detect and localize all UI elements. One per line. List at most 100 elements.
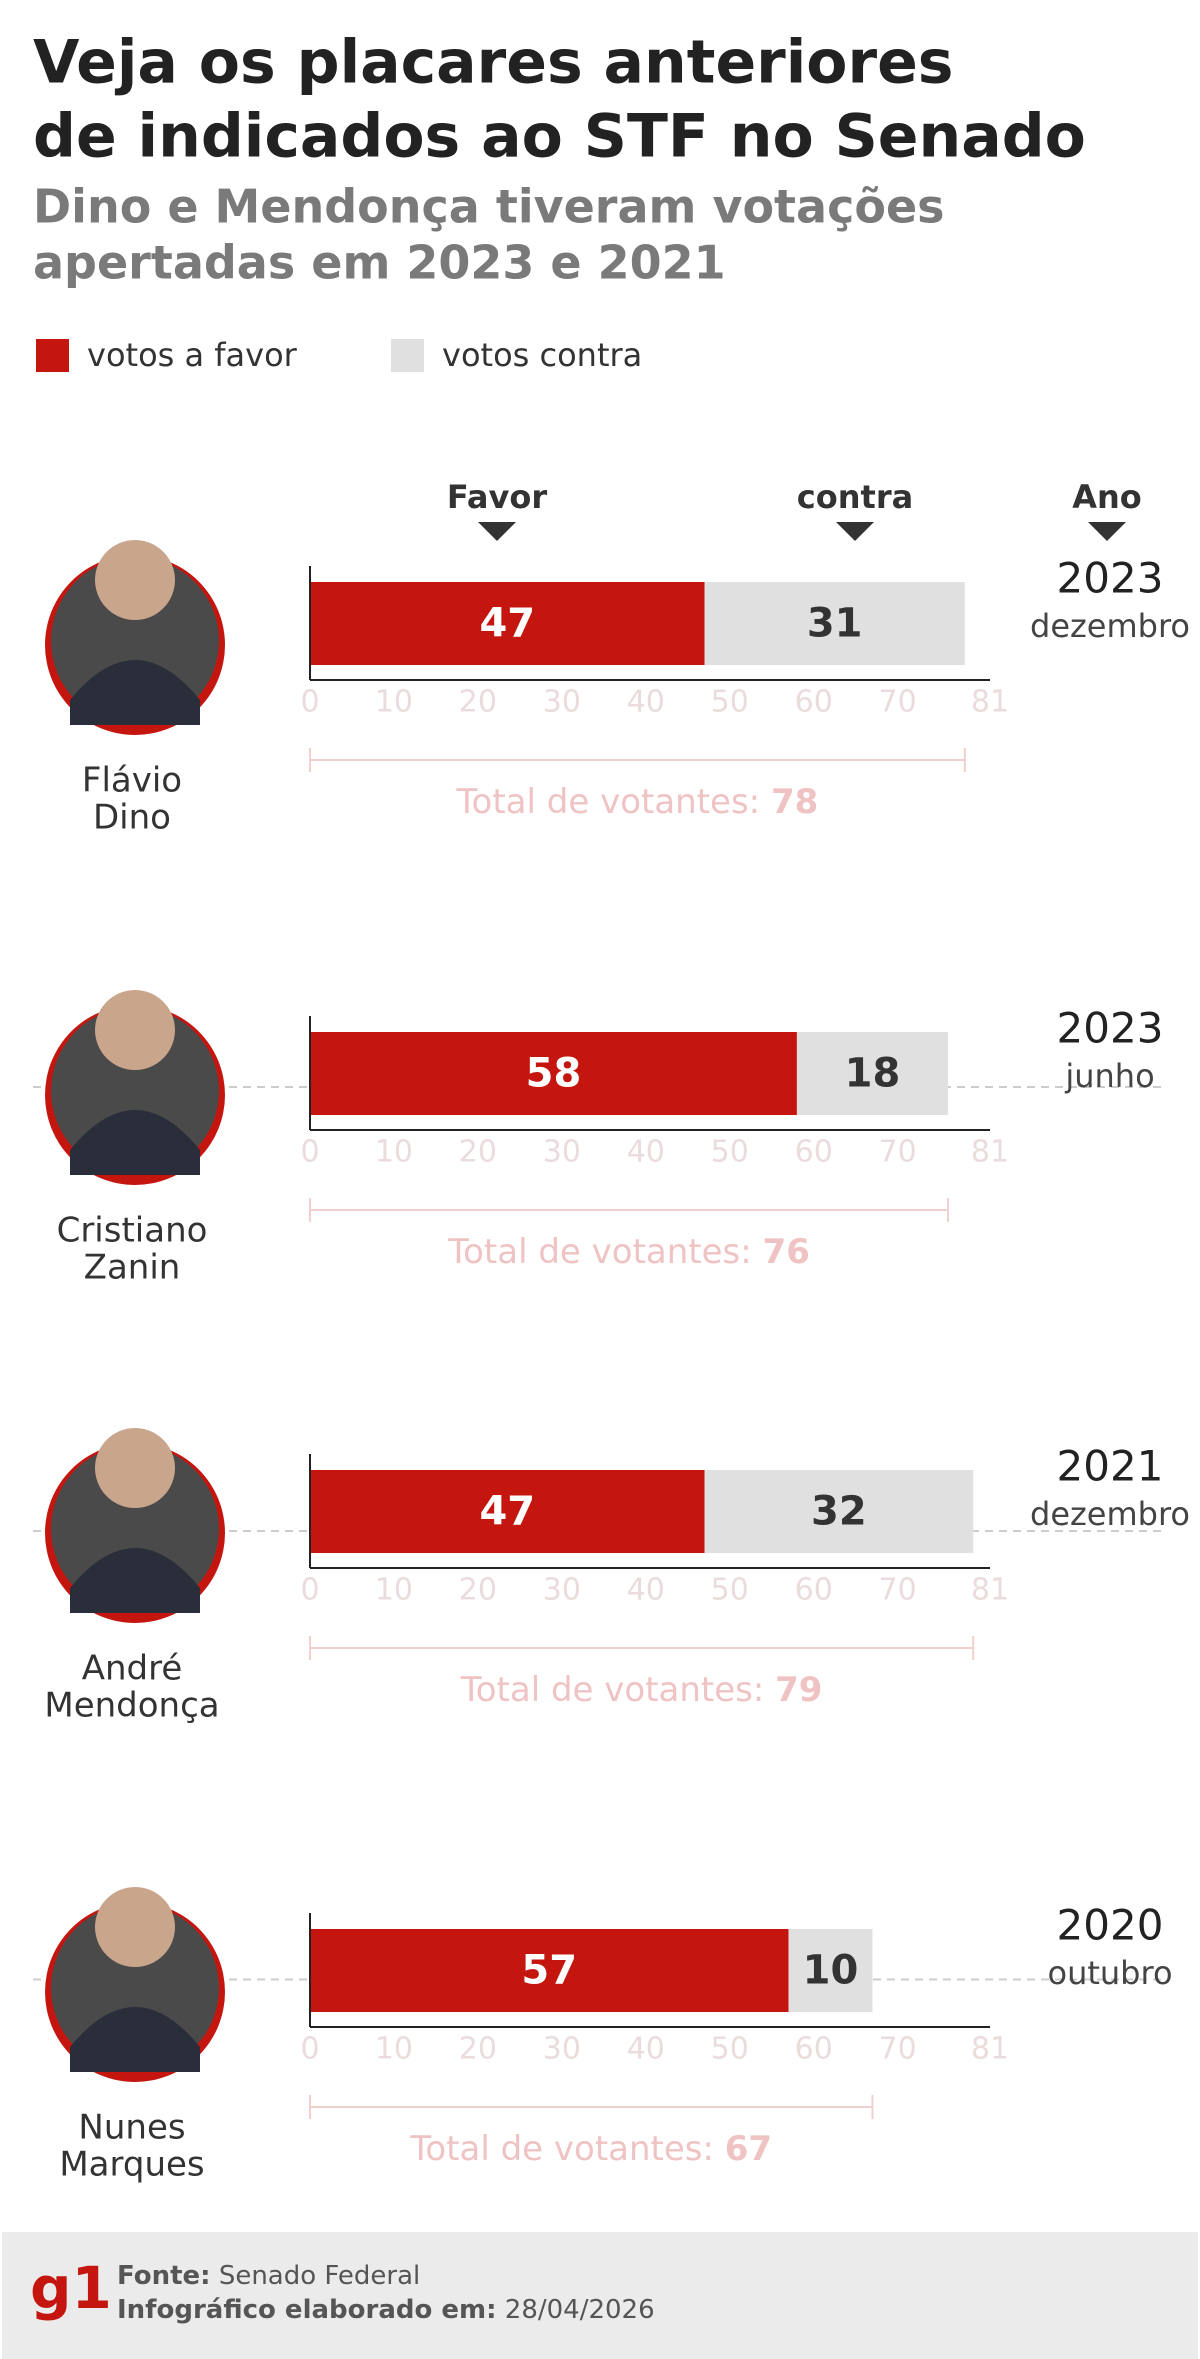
x-tick-label: 81: [971, 1135, 1009, 1170]
value-label: 10: [803, 1948, 859, 1994]
photo-head: [95, 990, 175, 1070]
total-label: Total de votantes:: [447, 1232, 752, 1272]
x-tick-label: 10: [375, 685, 413, 720]
logo: g1: [30, 2254, 112, 2322]
value-label: 58: [526, 1051, 582, 1097]
month: outubro: [1047, 1954, 1172, 1992]
x-tick-label: 60: [795, 2032, 833, 2067]
subtitle: apertadas em 2023 e 2021: [33, 236, 726, 290]
month: junho: [1064, 1057, 1154, 1095]
legend-label: votos contra: [442, 336, 642, 374]
x-tick-label: 0: [300, 1573, 319, 1608]
total-text: Total de votantes: 78: [456, 782, 819, 822]
total-text: Total de votantes: 67: [409, 2129, 772, 2169]
value-label: 47: [479, 601, 535, 647]
total-label: Total de votantes:: [456, 782, 761, 822]
total-bracket: [309, 1198, 950, 1222]
nominee-name: André: [82, 1649, 183, 1689]
x-tick-label: 30: [543, 2032, 581, 2067]
bar-segment: [704, 582, 965, 665]
legend-swatch: [36, 339, 69, 372]
bar-segment: [788, 1929, 873, 2012]
header-arrow: [836, 522, 874, 541]
x-tick-label: 70: [879, 2032, 917, 2067]
year: 2021: [1057, 1442, 1164, 1491]
x-tick-label: 0: [300, 685, 319, 720]
x-tick-label: 60: [795, 1135, 833, 1170]
total-value: 79: [775, 1670, 822, 1710]
bar-segment: [310, 1929, 789, 2012]
date: 28/04/2026: [505, 2295, 655, 2325]
x-tick-label: 0: [300, 2032, 319, 2067]
x-tick-label: 70: [879, 1573, 917, 1608]
total-bracket: [309, 2095, 874, 2119]
total-value: 78: [771, 782, 818, 822]
photo-body: [70, 2007, 200, 2072]
photo-body: [70, 1548, 200, 1613]
photo-head: [95, 540, 175, 620]
footer-band: [2, 2232, 1198, 2359]
bar-segment: [704, 1470, 974, 1553]
x-tick-label: 10: [375, 1573, 413, 1608]
x-tick-label: 20: [459, 2032, 497, 2067]
x-tick-label: 20: [459, 1135, 497, 1170]
column-header: contra: [797, 478, 913, 516]
source-label: Fonte:: [117, 2261, 211, 2291]
x-tick-label: 40: [627, 1135, 665, 1170]
x-tick-label: 40: [627, 1573, 665, 1608]
nominee-name: Mendonça: [44, 1686, 219, 1726]
total-value: 76: [763, 1232, 810, 1272]
nominee-name: Zanin: [84, 1248, 181, 1288]
total-label: Total de votantes:: [460, 1670, 765, 1710]
year: 2023: [1057, 554, 1164, 603]
x-tick-label: 30: [543, 685, 581, 720]
bar-segment: [796, 1032, 949, 1115]
x-tick-label: 50: [711, 1573, 749, 1608]
x-tick-label: 50: [711, 685, 749, 720]
month: dezembro: [1030, 607, 1190, 645]
column-header: Favor: [447, 478, 547, 516]
x-tick-label: 81: [971, 685, 1009, 720]
photo-body: [70, 660, 200, 725]
x-tick-label: 70: [879, 685, 917, 720]
x-tick-label: 40: [627, 685, 665, 720]
total-value: 67: [725, 2129, 772, 2169]
bar-segment: [310, 1032, 797, 1115]
x-tick-label: 70: [879, 1135, 917, 1170]
x-tick-label: 50: [711, 1135, 749, 1170]
total-bracket: [309, 1636, 975, 1660]
x-tick-label: 60: [795, 685, 833, 720]
total-text: Total de votantes: 79: [460, 1670, 823, 1710]
total-bracket: [309, 748, 966, 772]
date-label: Infográfico elaborado em:: [117, 2295, 497, 2325]
nominee-name: Dino: [93, 798, 171, 838]
bar-segment: [310, 1470, 705, 1553]
header-arrow: [1088, 522, 1126, 541]
photo-head: [95, 1887, 175, 1967]
value-label: 31: [807, 601, 863, 647]
x-tick-label: 10: [375, 2032, 413, 2067]
value-label: 32: [811, 1489, 867, 1535]
x-tick-label: 10: [375, 1135, 413, 1170]
x-tick-label: 50: [711, 2032, 749, 2067]
photo-head: [95, 1428, 175, 1508]
value-label: 18: [845, 1051, 901, 1097]
x-tick-label: 81: [971, 1573, 1009, 1608]
x-tick-label: 40: [627, 2032, 665, 2067]
year: 2023: [1057, 1004, 1164, 1053]
legend-label: votos a favor: [87, 336, 298, 374]
column-header: Ano: [1072, 478, 1142, 516]
month: dezembro: [1030, 1495, 1190, 1533]
header-arrow: [478, 522, 516, 541]
x-tick-label: 20: [459, 1573, 497, 1608]
nominee-name: Nunes: [78, 2108, 185, 2148]
value-label: 47: [479, 1489, 535, 1535]
x-tick-label: 0: [300, 1135, 319, 1170]
footer-source: Fonte: Senado Federal: [117, 2261, 420, 2291]
source: Senado Federal: [219, 2261, 420, 2291]
bar-segment: [310, 582, 705, 665]
